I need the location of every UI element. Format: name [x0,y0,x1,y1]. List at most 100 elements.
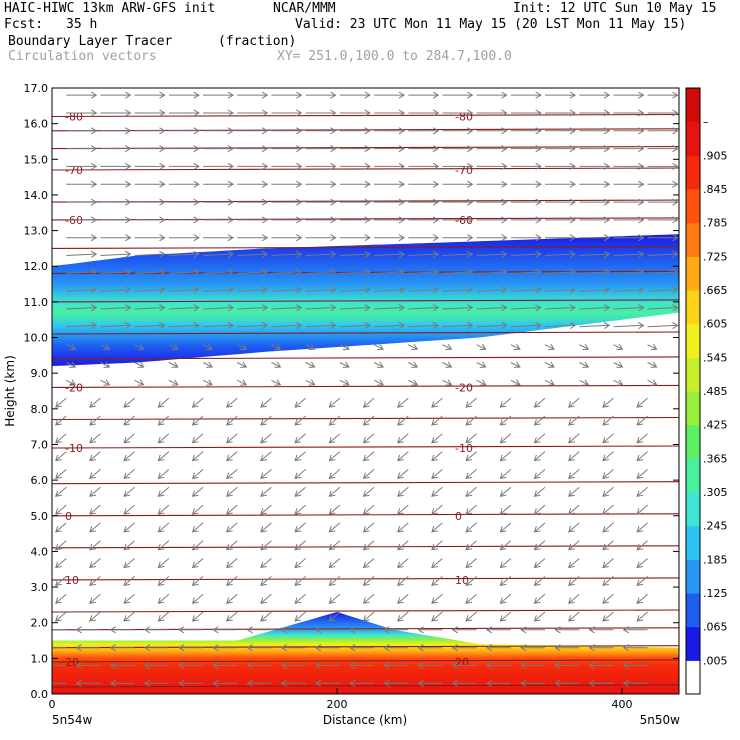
wind-vector [476,109,508,117]
wind-vector [89,540,101,551]
wind-vector [397,415,409,426]
wind-vector [294,469,306,480]
wind-vector [602,397,614,408]
wind-vector [451,626,477,634]
wind-vector [100,361,111,368]
wind-vector [237,198,269,206]
y-tick-label: 8.0 [31,403,49,416]
contour-label: -80 [455,111,473,124]
wind-vector [89,593,101,604]
wind-vector [545,216,576,224]
wind-vector [203,91,235,99]
wind-vector [520,644,545,652]
wind-vector [123,540,135,551]
wind-vector [602,540,614,551]
wind-vector [622,626,648,634]
wind-vector [191,593,204,604]
wind-vector [226,611,238,622]
wind-vector [485,661,511,670]
colorbar-swatch [686,357,700,392]
temperature-contour [52,245,679,249]
wind-vector [533,522,546,533]
wind-vector [168,180,200,188]
wind-vector [305,379,316,386]
contour-label: -70 [65,164,83,177]
wind-vector [89,522,101,533]
wind-vector [100,268,132,276]
y-tick-label: 10.0 [24,332,49,345]
wind-vector [271,91,303,99]
wind-vector [362,540,375,551]
wind-vector [66,268,98,276]
wind-vector [374,180,406,188]
wind-vector [544,322,576,330]
wind-vector [383,679,409,687]
wind-vector [588,661,614,670]
wind-vector [260,611,272,622]
wind-vector [212,679,238,687]
wind-vector [202,343,213,351]
wind-vector [339,198,371,206]
wind-vector [305,250,337,258]
wind-vector [442,216,474,224]
wind-vector [374,198,406,206]
wind-vector [636,415,648,426]
wind-vector [362,486,375,497]
wind-vector [52,665,67,666]
wind-vector [134,216,166,224]
wind-vector [499,433,512,444]
wind-vector [246,644,272,652]
wind-vector [226,540,238,551]
wind-vector [237,361,248,368]
wind-vector [226,433,238,444]
wind-vector [602,486,614,497]
wind-vector [579,304,611,312]
wind-vector [579,198,611,206]
wind-vector [374,145,406,153]
colorbar-swatch [686,391,700,426]
wind-vector [510,268,542,276]
colorbar-label: .185 [703,553,728,566]
wind-vector [66,343,77,351]
colorbar-swatch [686,593,700,628]
init-time: Init: 12 UTC Sun 10 May 15 [513,1,717,16]
boundary-layer-tracer [52,612,679,694]
wind-vector [442,234,474,242]
wind-vector [485,644,511,652]
wind-vector [134,379,145,386]
wind-vector [647,343,658,351]
wind-vector [237,286,269,294]
wind-vector [579,379,590,386]
wind-vector [89,451,101,462]
wind-vector [66,127,98,135]
wind-vector [510,304,542,312]
colorbar-label: .785 [703,217,728,230]
wind-vector [431,593,443,604]
wind-vector [613,91,645,99]
x-tick-label: 400 [612,698,633,711]
temperature-contour [52,331,679,335]
wind-vector [66,198,98,206]
wind-vector [305,322,337,330]
wind-vector [465,540,477,551]
wind-vector [294,486,306,497]
wind-vector [339,379,350,386]
overlay-name: Circulation vectors [8,49,157,64]
wind-vector [362,397,375,408]
contour-label: -10 [65,442,83,455]
temperature-contour [52,445,679,449]
temperature-contour [52,609,679,613]
wind-vector [339,322,371,330]
wind-vector [374,127,406,135]
wind-vector [305,304,337,312]
wind-vector [226,415,238,426]
contour-label: 10 [65,574,79,587]
wind-vector [66,234,98,242]
wind-vector [442,162,474,170]
contour-label: -10 [455,442,473,455]
wind-vector [260,558,272,569]
wind-vector [602,469,614,480]
wind-vector [476,216,508,224]
wind-vector [510,216,542,224]
x-right-location: 5n50w [640,713,681,727]
